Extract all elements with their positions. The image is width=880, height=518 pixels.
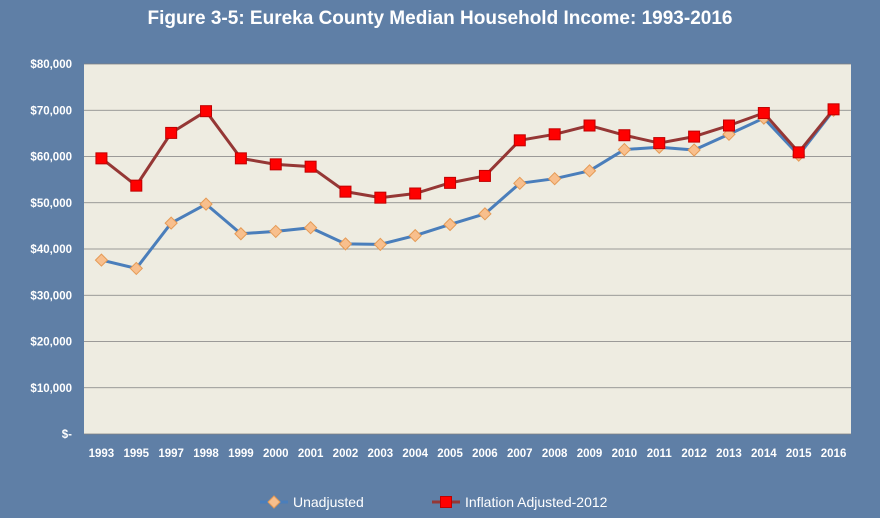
data-point-marker [547, 171, 562, 186]
data-point-marker [444, 176, 457, 189]
legend-marker [267, 495, 281, 509]
data-point-marker [130, 179, 143, 192]
data-point-marker [304, 160, 317, 173]
x-tick-label: 1998 [193, 448, 219, 460]
y-tick-label: $20,000 [30, 337, 72, 349]
data-point-marker [408, 228, 422, 243]
data-point-marker [95, 152, 108, 165]
data-point-marker [618, 129, 631, 142]
x-tick-label: 2008 [542, 448, 568, 460]
x-tick-label: 2009 [577, 448, 603, 460]
x-tick-label: 2001 [298, 448, 324, 460]
data-point-marker [513, 176, 527, 191]
data-point-marker [757, 107, 770, 120]
data-point-marker [583, 119, 596, 132]
data-point-marker [478, 207, 492, 221]
x-tick-label: 2007 [507, 448, 533, 460]
x-tick-label: 1999 [228, 448, 254, 460]
series-layer [94, 103, 841, 276]
data-point-marker [443, 217, 457, 232]
y-tick-label: $50,000 [30, 198, 72, 210]
x-tick-label: 1993 [89, 448, 115, 460]
y-tick-label: $80,000 [30, 59, 72, 71]
y-axis-ticks: $- $10,000 $20,000 $30,000 $40,000 $50,000 $60… [30, 59, 72, 441]
data-point-marker [165, 126, 178, 139]
data-point-marker [269, 158, 282, 171]
data-point-marker [722, 119, 735, 132]
data-point-marker [303, 221, 318, 235]
data-point-marker [164, 216, 178, 230]
x-tick-label: 2012 [681, 448, 707, 460]
data-point-marker [687, 143, 701, 157]
x-tick-label: 1995 [123, 448, 149, 460]
x-tick-label: 2003 [368, 448, 394, 460]
data-point-marker [200, 105, 213, 118]
data-point-marker [548, 128, 561, 141]
legend-label: Unadjusted [293, 494, 364, 510]
x-tick-label: 2015 [786, 448, 812, 460]
x-tick-label: 2002 [333, 448, 359, 460]
data-point-marker [653, 137, 666, 150]
y-tick-label: $10,000 [30, 383, 72, 395]
y-tick-label: $30,000 [30, 290, 72, 302]
x-tick-label: 2000 [263, 448, 289, 460]
series-line [101, 109, 835, 270]
data-point-marker [339, 185, 352, 198]
y-tick-label: $70,000 [30, 105, 72, 117]
data-point-marker [478, 169, 491, 182]
x-tick-label: 2014 [751, 448, 777, 460]
data-point-marker [338, 237, 353, 251]
x-tick-label: 2006 [472, 448, 498, 460]
y-tick-label: $40,000 [30, 244, 72, 256]
y-tick-label: $60,000 [30, 152, 72, 164]
gridlines [84, 63, 851, 435]
x-tick-label: 2016 [821, 448, 847, 460]
x-tick-label: 2013 [716, 448, 742, 460]
data-point-marker [688, 130, 701, 143]
chart-title: Figure 3-5: Eureka County Median Househo… [147, 8, 733, 29]
data-point-marker [129, 261, 144, 276]
data-point-marker [617, 142, 632, 157]
data-point-marker [94, 253, 109, 267]
y-tick-label: $- [62, 429, 72, 441]
data-point-marker [199, 197, 213, 211]
legend-label: Inflation Adjusted-2012 [465, 494, 608, 510]
x-tick-label: 2011 [647, 448, 673, 460]
data-point-marker [373, 237, 388, 252]
data-point-marker [409, 187, 422, 200]
data-point-marker [582, 164, 597, 178]
legend: Unadjusted Inflation Adjusted-2012 [260, 494, 608, 510]
x-tick-label: 1997 [158, 448, 184, 460]
data-point-marker [269, 224, 283, 239]
x-tick-label: 2005 [437, 448, 463, 460]
data-point-marker [234, 152, 247, 165]
data-point-marker [827, 103, 840, 116]
x-tick-label: 2004 [402, 448, 428, 460]
x-tick-label: 2010 [612, 448, 638, 460]
data-point-marker [513, 134, 526, 147]
data-point-marker [374, 191, 387, 204]
data-point-marker [234, 227, 248, 241]
data-point-marker [792, 146, 805, 159]
x-axis-ticks: 1993 1995 1997 1998 1999 2000 2001 2002 2003 2004… [89, 448, 847, 460]
legend-marker [440, 496, 452, 508]
series-line [100, 108, 835, 200]
